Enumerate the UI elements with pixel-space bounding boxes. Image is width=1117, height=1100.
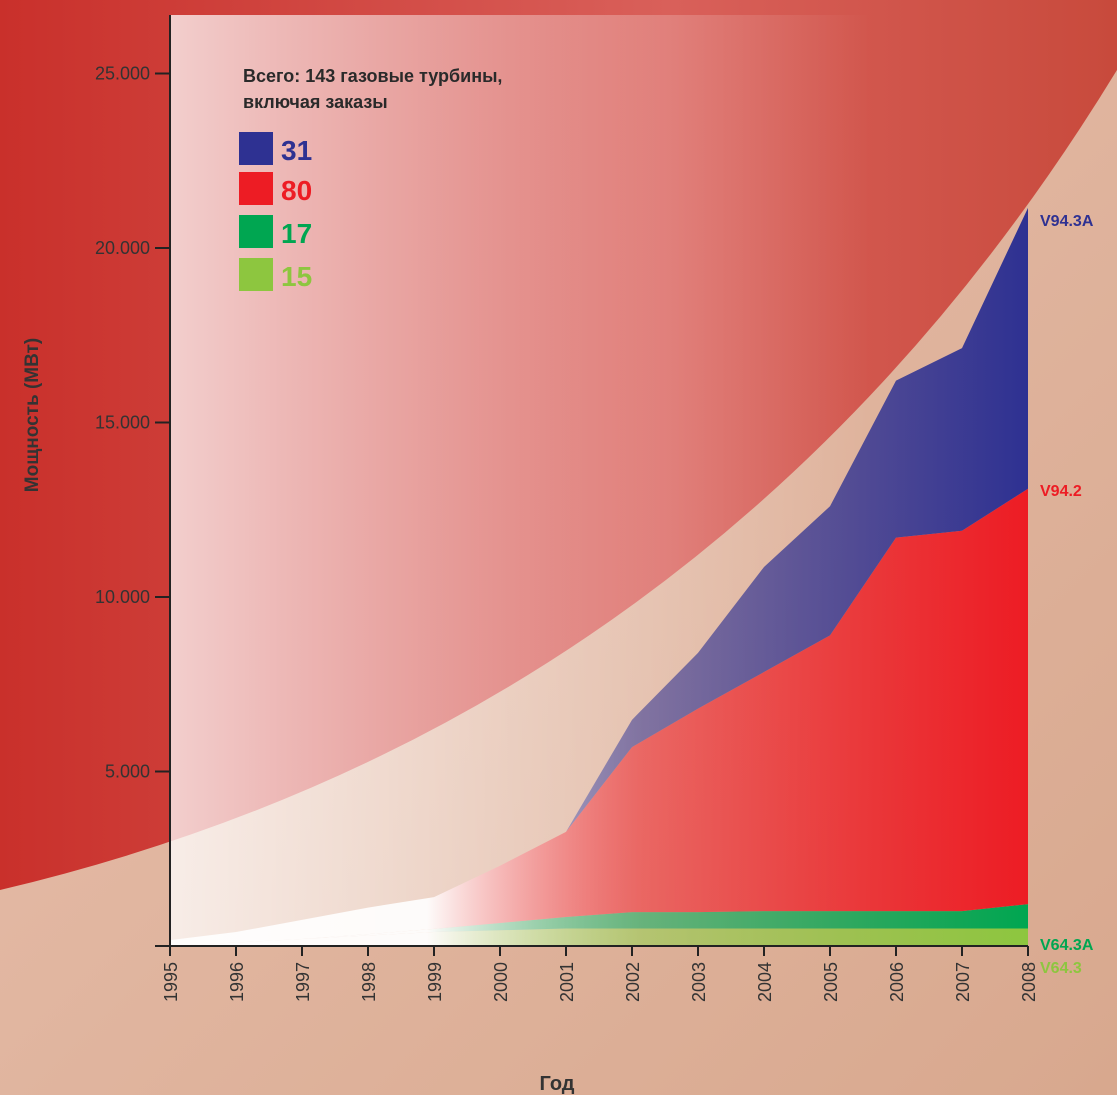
- x-tick-label: 1999: [425, 962, 445, 1002]
- y-axis-title: Мощность (МВт): [22, 338, 43, 492]
- x-tick-label: 2008: [1019, 962, 1039, 1002]
- x-tick-label: 2003: [689, 962, 709, 1002]
- x-tick-label: 2006: [887, 962, 907, 1002]
- x-tick-label: 2001: [557, 962, 577, 1002]
- x-tick-label: 1997: [293, 962, 313, 1002]
- legend-swatch: [239, 258, 273, 291]
- area: [170, 488, 1028, 946]
- y-tick-label: 10.000: [95, 587, 150, 607]
- y-tick-label: 25.000: [95, 64, 150, 84]
- y-tick-label: 5.000: [105, 762, 150, 782]
- x-tick-label: 2004: [755, 962, 775, 1002]
- x-tick-label: 1998: [359, 962, 379, 1002]
- area: [170, 904, 1028, 946]
- area: [170, 207, 1028, 941]
- x-tick-label: 1996: [227, 962, 247, 1002]
- area: [170, 928, 1028, 946]
- legend-swatch: [239, 172, 273, 205]
- y-tick-label: 15.000: [95, 413, 150, 433]
- title-line: Всего: 143 газовые турбины,: [243, 66, 502, 86]
- series-label: V94.2: [1040, 483, 1082, 500]
- x-tick-label: 2007: [953, 962, 973, 1002]
- title-line: включая заказы: [243, 92, 388, 112]
- x-tick-label: 2005: [821, 962, 841, 1002]
- x-tick-label: 2000: [491, 962, 511, 1002]
- x-tick-label: 2002: [623, 962, 643, 1002]
- series-label: V64.3: [1040, 960, 1082, 977]
- y-tick-label: 20.000: [95, 238, 150, 258]
- legend-count: 17: [281, 218, 312, 249]
- legend-swatch: [239, 215, 273, 248]
- series-label: V94.3A: [1040, 213, 1094, 230]
- legend-count: 31: [281, 135, 312, 166]
- x-tick-label: 1995: [161, 962, 181, 1002]
- legend-count: 15: [281, 261, 312, 292]
- legend-swatch: [239, 132, 273, 165]
- legend-count: 80: [281, 175, 312, 206]
- series-label: V64.3A: [1040, 937, 1094, 954]
- x-axis-title: Год: [540, 1073, 575, 1095]
